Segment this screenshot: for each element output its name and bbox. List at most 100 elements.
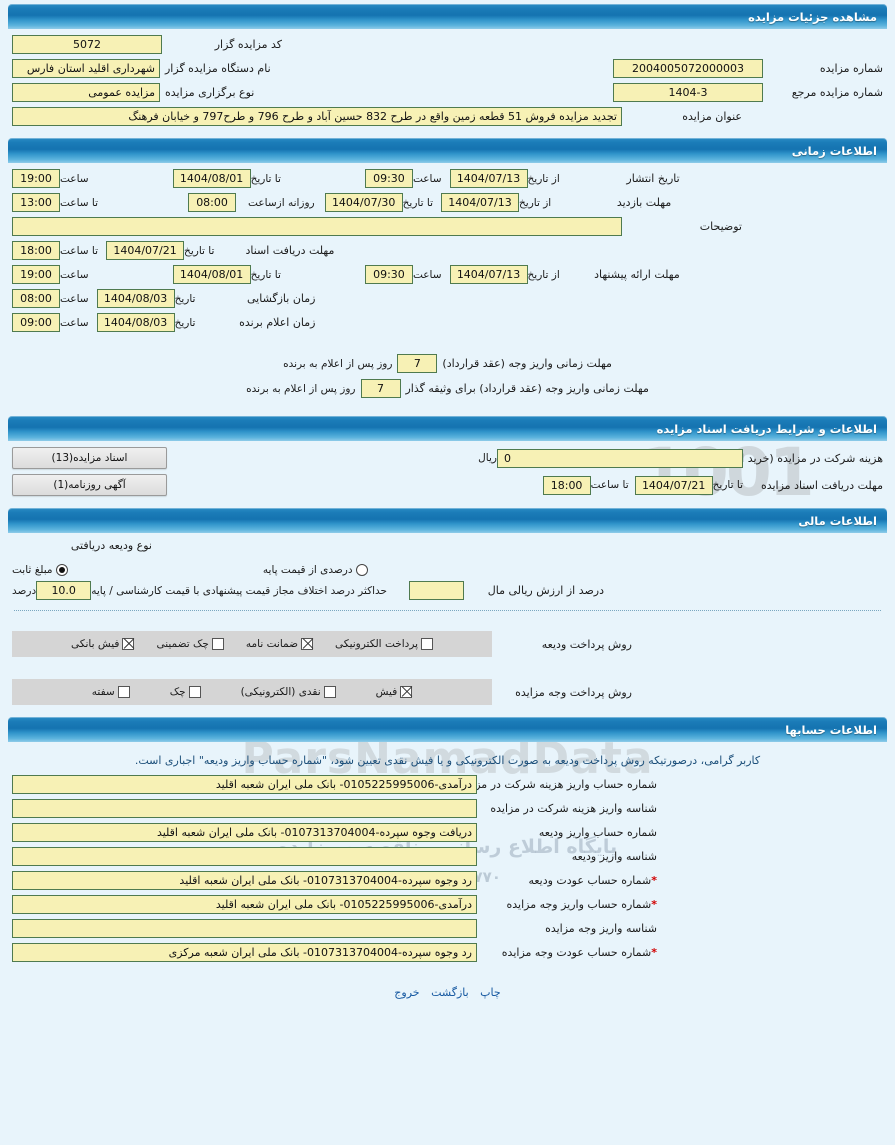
- payment-deadline-2-label: مهلت زمانی واریز وجه (عقد قرارداد) برای …: [405, 382, 649, 395]
- deposit-option-guarantee[interactable]: ضمانت نامه: [245, 638, 314, 650]
- payment-option-check[interactable]: چک: [170, 686, 201, 698]
- accounts-notice: کاربر گرامی، درصورتیکه روش پرداخت ودیعه …: [134, 754, 761, 767]
- payment-option-3-label: سفته: [91, 686, 115, 698]
- financial-body: نوع ودیعه دریافتی درصدی از قیمت پایه مبل…: [8, 533, 887, 713]
- account-row-5-label: شماره حساب واریز وجه مزایده: [506, 898, 652, 911]
- doc-deadline-to-date: 1404/07/21: [634, 475, 713, 495]
- deposit-option-electronic[interactable]: پرداخت الکترونیکی: [335, 638, 434, 650]
- checkbox-certified-check[interactable]: [211, 638, 224, 650]
- row-description: توضیحات: [12, 217, 883, 236]
- row-reference-number: شماره مزایده مرجع 1404-3 نوع برگزاری مزا…: [12, 83, 883, 102]
- auction-payment-method-label: روش پرداخت وجه مزایده: [515, 685, 632, 699]
- deposit-option-0-label: پرداخت الکترونیکی: [335, 638, 419, 650]
- row-proposal-deadline: مهلت ارائه پیشنهاد از تاریخ 1404/07/13 س…: [12, 265, 883, 284]
- visit-from-date-label: از تاریخ: [519, 196, 552, 209]
- payment-option-0-label: فیش: [375, 686, 398, 698]
- visit-daily-to-time: 13:00: [12, 193, 60, 212]
- currency-label: ریال: [478, 452, 497, 464]
- newspaper-ad-button[interactable]: آگهی روزنامه(1): [12, 474, 167, 496]
- doc-receive-to-time-label: تا ساعت: [60, 244, 99, 257]
- opening-date-label: تاریخ: [174, 292, 196, 305]
- proposal-from-time: 09:30: [364, 265, 413, 284]
- reference-number-label: شماره مزایده مرجع: [791, 86, 883, 99]
- back-link[interactable]: بازگشت: [431, 986, 469, 999]
- auction-documents-button[interactable]: اسناد مزایده(13): [12, 447, 167, 469]
- account-row-6-value: [12, 919, 477, 938]
- proposal-to-time: 19:00: [12, 265, 60, 284]
- required-asterisk-icon: *: [651, 874, 657, 887]
- payment-deadline-2-value: 7: [360, 379, 401, 398]
- table-row: *شماره حساب عودت ودیعه رد وجوه سپرده-010…: [12, 871, 883, 890]
- account-row-5-value: درآمدی-0105225995006- بانک ملی ایران شعب…: [12, 895, 477, 914]
- publish-from-time: 09:30: [364, 169, 413, 188]
- winner-announce-label: زمان اعلام برنده: [239, 316, 316, 329]
- accounts-header: اطلاعات حسابها: [785, 722, 877, 737]
- visit-label: مهلت بازدید: [616, 196, 672, 209]
- required-asterisk-icon: *: [651, 946, 657, 959]
- publish-to-time-label: ساعت: [60, 172, 89, 185]
- publish-to-date-label: تا تاریخ: [250, 172, 281, 185]
- proposal-time-label: ساعت: [412, 268, 442, 281]
- details-body: کد مزایده گزار 5072 شماره مزایده 2004005…: [8, 29, 887, 134]
- row-participation-cost: هزینه شرکت در مزایده (خرید اسناد) 0 ریال…: [12, 447, 883, 469]
- description-value: [12, 217, 622, 236]
- table-row: شماره حساب واریز هزینه شرکت در مزایده در…: [12, 775, 883, 794]
- auction-title-label: عنوان مزایده: [682, 110, 742, 123]
- checkbox-electronic-payment[interactable]: [421, 638, 434, 650]
- row-auction-payment-method: روش پرداخت وجه مزایده فیش نقدی (الکترونی…: [12, 679, 883, 705]
- checkbox-bank-slip[interactable]: [122, 638, 135, 650]
- account-row-0-value: درآمدی-0105225995006- بانک ملی ایران شعب…: [12, 775, 477, 794]
- deposit-option-1-label: ضمانت نامه: [245, 638, 299, 650]
- checkbox-guarantee-letter[interactable]: [301, 638, 314, 650]
- row-visit-deadline: مهلت بازدید از تاریخ 1404/07/13 تا تاریخ…: [12, 193, 883, 212]
- account-row-7-value: رد وجوه سپرده-0107313704004- بانک ملی ای…: [12, 943, 477, 962]
- percent-of-base-label: درصدی از قیمت پایه: [262, 564, 353, 576]
- percent-of-value-label: درصد از ارزش ریالی مال: [487, 584, 605, 597]
- account-row-2-label: شماره حساب واریز ودیعه: [538, 826, 657, 839]
- description-label: توضیحات: [699, 220, 742, 233]
- deposit-option-bank-slip[interactable]: فیش بانکی: [71, 638, 135, 650]
- footer-actions: چاپ بازگشت خروج: [8, 986, 887, 999]
- proposal-from-date: 1404/07/13: [449, 265, 528, 284]
- print-link[interactable]: چاپ: [480, 986, 501, 999]
- publish-to-date: 1404/08/01: [172, 169, 251, 188]
- row-doc-deadline: مهلت دریافت اسناد مزایده تا تاریخ 1404/0…: [12, 474, 883, 496]
- fixed-amount-radio[interactable]: [55, 564, 68, 576]
- account-row-4-label: شماره حساب عودت ودیعه: [528, 874, 652, 887]
- doc-deadline-to-date-label: تا تاریخ: [712, 479, 743, 491]
- payment-option-slip[interactable]: فیش: [376, 686, 413, 698]
- documents-body: هزینه شرکت در مزایده (خرید اسناد) 0 ریال…: [8, 441, 887, 504]
- account-row-2-value: دریافت وجوه سپرده-0107313704004- بانک مل…: [12, 823, 477, 842]
- checkbox-cash-electronic[interactable]: [323, 686, 336, 698]
- doc-receive-to-date-label: تا تاریخ: [184, 244, 215, 257]
- publish-label: تاریخ انتشار: [626, 172, 680, 185]
- row-payment-deadline-2: مهلت زمانی واریز وجه (عقد قرارداد) برای …: [12, 379, 883, 398]
- visit-to-date: 1404/07/30: [324, 193, 403, 212]
- percent-of-value-input[interactable]: [409, 581, 465, 600]
- publish-to-time: 19:00: [12, 169, 60, 188]
- account-row-1-value: [12, 799, 477, 818]
- winner-time-label: ساعت: [60, 316, 89, 329]
- visit-daily-label: روزانه ازساعت: [248, 196, 315, 209]
- row-percent-of-value: درصد از ارزش ریالی مال حداکثر درصد اختلا…: [12, 581, 883, 600]
- row-opening-time: زمان بازگشایی تاریخ 1404/08/03 ساعت 08:0…: [12, 289, 883, 308]
- payment-option-1-label: نقدی (الکترونیکی): [240, 686, 321, 698]
- org-name-label: نام دستگاه مزایده گزار: [165, 62, 271, 75]
- visit-daily-from-time: 08:00: [188, 193, 237, 212]
- exit-link[interactable]: خروج: [394, 986, 420, 999]
- participation-cost-label: هزینه شرکت در مزایده (خرید اسناد): [716, 451, 883, 465]
- auction-details-page: مشاهده جزئیات مزایده کد مزایده گزار 5072…: [0, 4, 895, 999]
- winner-date-label: تاریخ: [174, 316, 196, 329]
- payment-option-promissory[interactable]: سفته: [92, 686, 130, 698]
- doc-receive-label: مهلت دریافت اسناد: [245, 244, 335, 257]
- checkbox-promissory-note[interactable]: [117, 686, 130, 698]
- percent-of-base-radio[interactable]: [355, 564, 368, 576]
- section-header-financial: اطلاعات مالی: [8, 508, 887, 533]
- deposit-option-certified-check[interactable]: چک تضمینی: [156, 638, 224, 650]
- payment-option-2-label: چک: [169, 686, 186, 698]
- proposal-to-date-label: تا تاریخ: [250, 268, 281, 281]
- checkbox-check[interactable]: [188, 686, 201, 698]
- row-auction-title: عنوان مزایده تجدید مزایده فروش 51 قطعه ز…: [12, 107, 883, 126]
- payment-option-cash[interactable]: نقدی (الکترونیکی): [241, 686, 336, 698]
- checkbox-slip[interactable]: [400, 686, 413, 698]
